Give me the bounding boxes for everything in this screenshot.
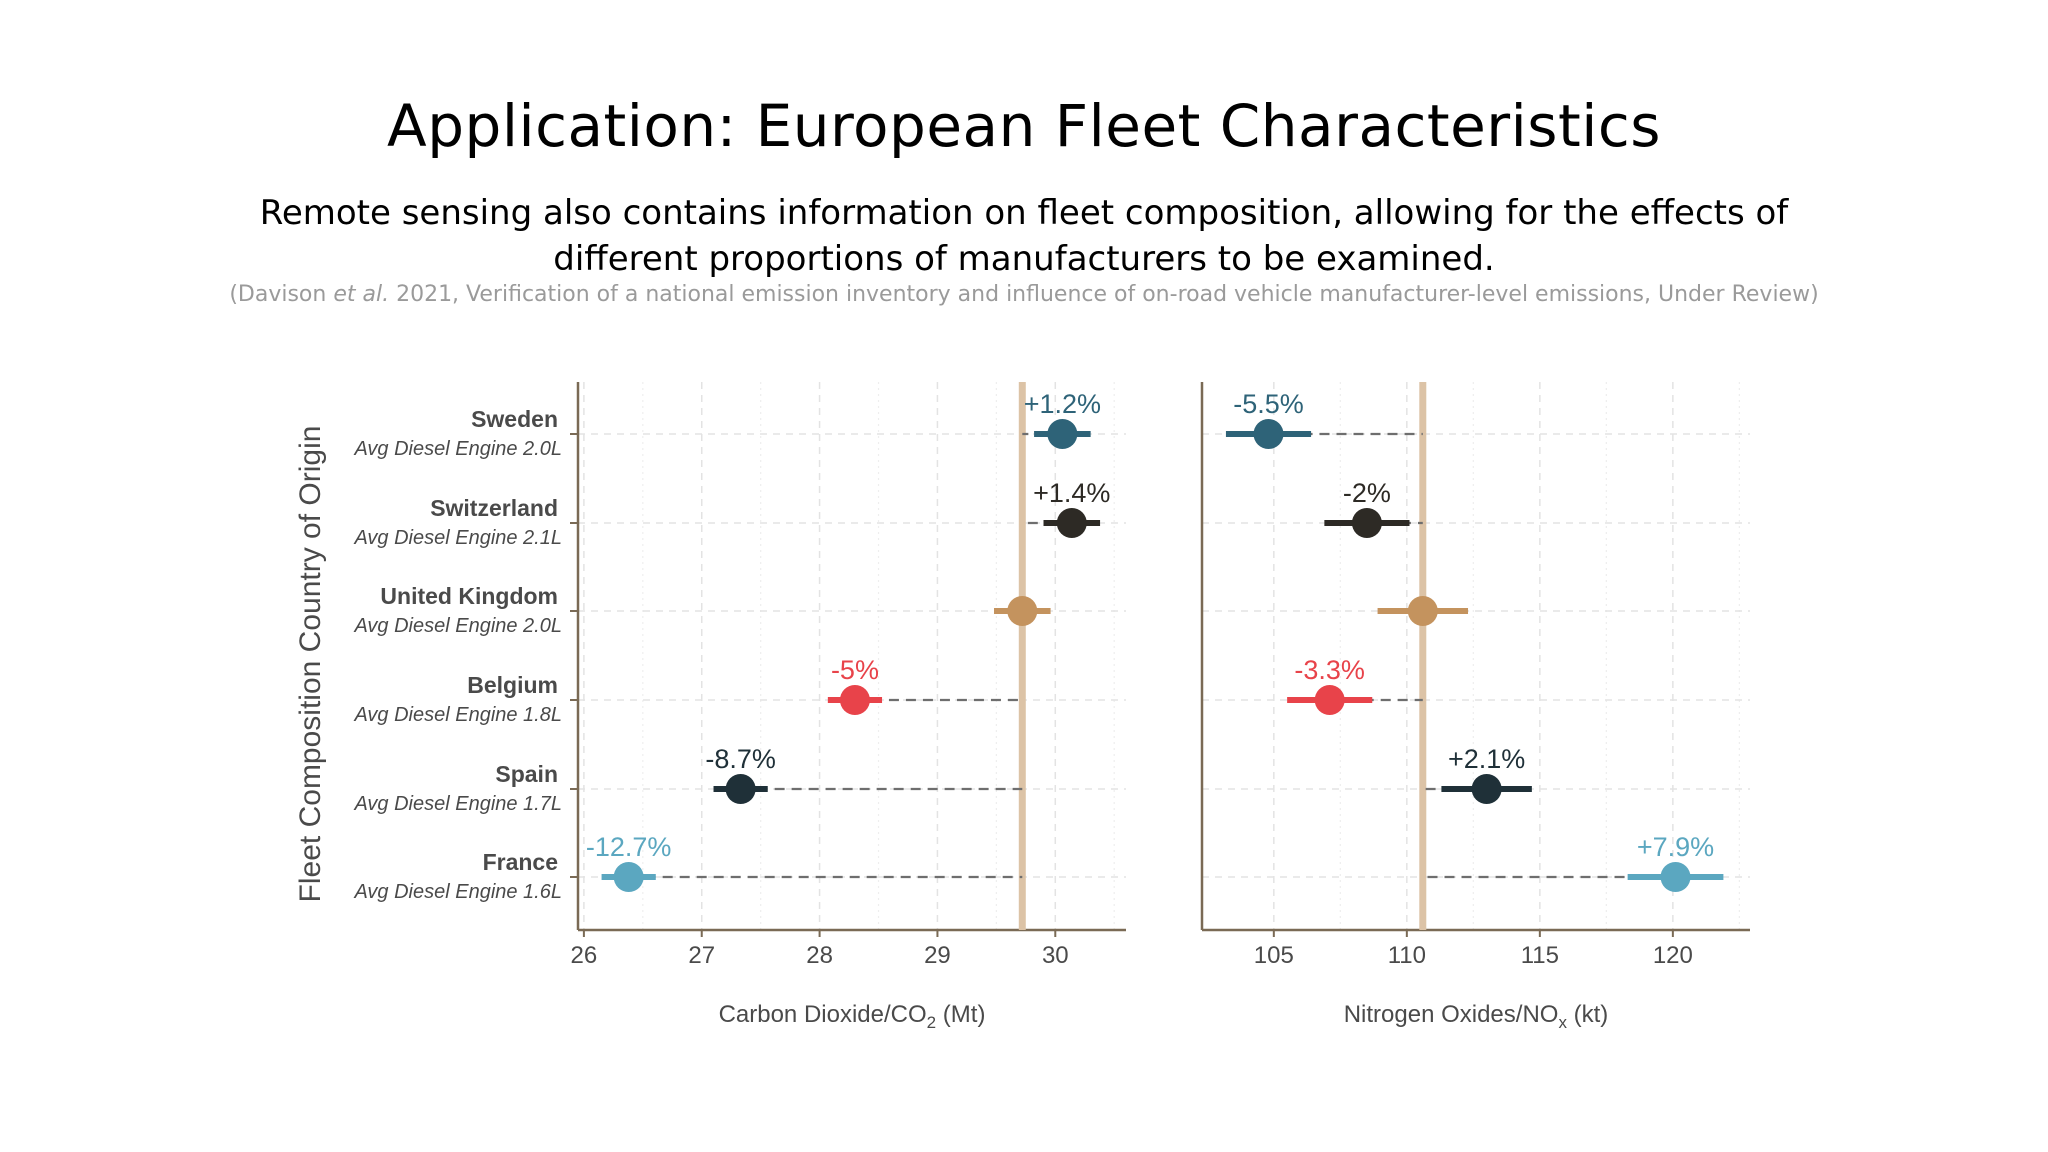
country-label: Belgium [467, 672, 558, 698]
data-point [1407, 596, 1438, 626]
change-label: +7.9% [1637, 832, 1714, 862]
data-point [1253, 419, 1284, 449]
data-point [613, 862, 644, 892]
panel-1: 26 27 28 29 30 Carbon Dioxide/CO2 (Mt) +1.2% +1… [570, 382, 1126, 1032]
x-tick-label: 120 [1653, 942, 1693, 969]
country-label: Spain [495, 761, 558, 787]
citation-etal: et al. [333, 282, 390, 307]
data-point [1351, 508, 1382, 538]
x-tick-label: 115 [1521, 942, 1559, 969]
x-axis-title: Carbon Dioxide/CO2 (Mt) [719, 1001, 986, 1032]
slide-title: Application: European Fleet Characterist… [387, 92, 1661, 160]
change-label: +1.2% [1024, 389, 1101, 419]
engine-label: Avg Diesel Engine 2.0L [353, 615, 562, 637]
change-label: +2.1% [1448, 744, 1525, 774]
x-tick-label: 110 [1388, 942, 1426, 969]
country-label: France [483, 849, 558, 875]
data-point [1056, 508, 1087, 538]
x-tick-label: 105 [1254, 942, 1294, 969]
x-axis-title: Nitrogen Oxides/NOx (kt) [1344, 1001, 1609, 1032]
data-point [1047, 419, 1078, 449]
data-point [1471, 774, 1502, 804]
data-point [1314, 685, 1345, 715]
change-label: -12.7% [586, 832, 672, 862]
data-point [1660, 862, 1691, 892]
change-label: -2% [1343, 478, 1391, 508]
x-tick-label: 30 [1042, 942, 1069, 969]
engine-label: Avg Diesel Engine 1.6L [353, 881, 562, 903]
citation-prefix: (Davison [229, 282, 334, 307]
citation-suffix: 2021, Verification of a national emissio… [389, 282, 1819, 307]
change-label: +1.4% [1033, 478, 1110, 508]
country-label: United Kingdom [380, 583, 558, 609]
change-label: -8.7% [705, 744, 776, 774]
panel-2: 105 110 115 120 Nitrogen Oxides/NOx (kt) -5.5… [1200, 382, 1750, 1032]
x-tick-label: 26 [571, 942, 598, 969]
country-label: Switzerland [430, 495, 558, 521]
change-label: -5% [831, 655, 879, 685]
data-point [1007, 596, 1038, 626]
x-tick-label: 27 [688, 942, 715, 969]
engine-label: Avg Diesel Engine 1.7L [353, 793, 562, 815]
slide-subtitle: Remote sensing also contains information… [259, 193, 1789, 279]
engine-label: Avg Diesel Engine 1.8L [353, 704, 562, 726]
change-label: -5.5% [1233, 389, 1304, 419]
engine-label: Avg Diesel Engine 2.1L [353, 527, 562, 549]
x-tick-label: 29 [924, 942, 951, 969]
data-point [839, 685, 870, 715]
data-point [725, 774, 756, 804]
country-label: Sweden [471, 406, 558, 432]
x-tick-label: 28 [806, 942, 833, 969]
change-label: -3.3% [1294, 655, 1365, 685]
engine-label: Avg Diesel Engine 2.0L [353, 438, 562, 460]
citation: (Davison et al. 2021, Verification of a … [0, 282, 2048, 307]
y-axis-title: Fleet Composition Country of Origin [294, 426, 327, 903]
